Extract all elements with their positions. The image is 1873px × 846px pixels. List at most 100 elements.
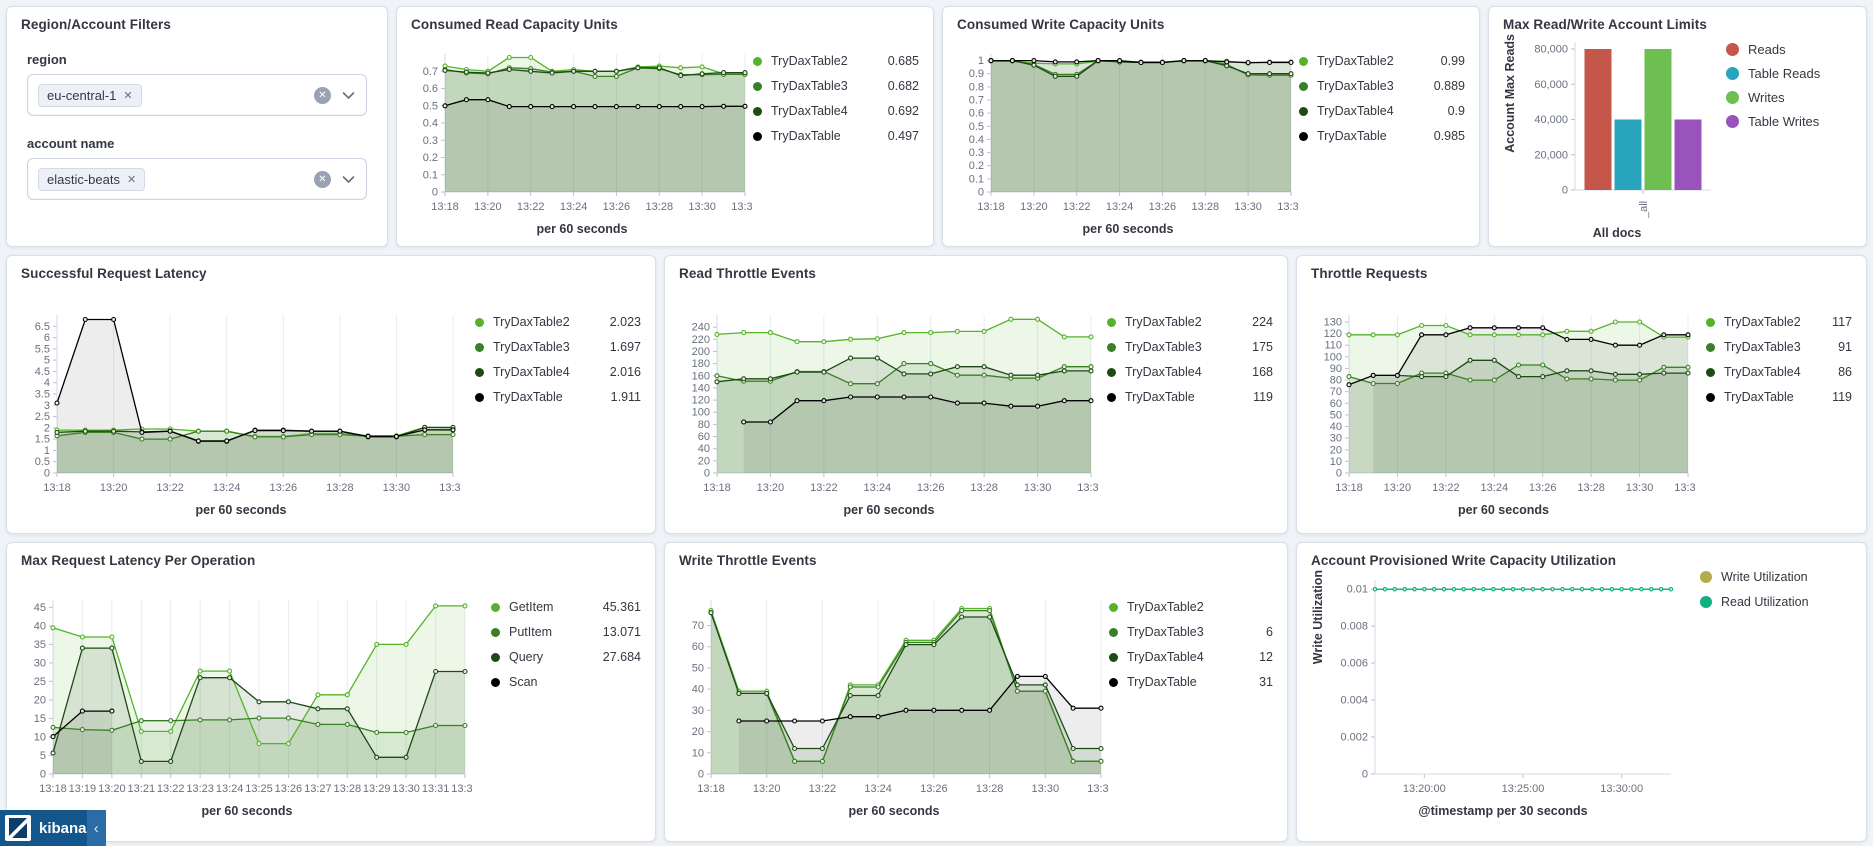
legend-item[interactable]: TryDaxTable 0.497	[753, 129, 919, 143]
svg-text:4.5: 4.5	[35, 366, 50, 378]
y-axis-label: Write Utilization	[1311, 570, 1325, 665]
panel-consumed-write-capacity: Consumed Write Capacity Units 13:18 13:20…	[942, 6, 1480, 247]
svg-text:0.3: 0.3	[423, 135, 438, 147]
legend-item[interactable]: TryDaxTable4 12	[1109, 650, 1273, 664]
legend-item[interactable]: TryDaxTable3 6	[1109, 625, 1273, 639]
chevron-down-icon[interactable]	[341, 88, 356, 103]
legend-item[interactable]: TryDaxTable2	[1109, 600, 1273, 614]
chevron-down-icon[interactable]	[341, 172, 356, 187]
svg-text:2: 2	[44, 422, 50, 434]
svg-text:6.5: 6.5	[35, 321, 50, 333]
svg-text:90: 90	[1330, 363, 1342, 375]
svg-text:30: 30	[34, 657, 46, 669]
svg-text:4: 4	[44, 377, 50, 389]
legend-item[interactable]: TryDaxTable2 0.685	[753, 54, 919, 68]
svg-text:13:29: 13:29	[363, 783, 391, 795]
legend-dot	[1107, 317, 1116, 327]
legend-item[interactable]: TryDaxTable3 0.889	[1299, 79, 1465, 93]
svg-text:13:20: 13:20	[98, 783, 126, 795]
legend-item[interactable]: GetItem 45.361	[491, 600, 641, 614]
panel-max-request-latency-per-operation: Max Request Latency Per Operation 13:18 1…	[6, 542, 656, 842]
throttle-requests-chart[interactable]: 13:18 13:20 13:22 13:24 13:26 13:28 13:30 13:32…	[1311, 305, 1702, 497]
svg-text:13:23: 13:23	[186, 783, 214, 795]
legend-item[interactable]: TryDaxTable3 1.697	[475, 340, 641, 354]
svg-text:13:28: 13:28	[1577, 482, 1605, 494]
legend-item[interactable]: Scan	[491, 675, 641, 689]
read-capacity-chart[interactable]: 13:18 13:20 13:22 13:24 13:26 13:28 13:30 13:32…	[411, 44, 759, 216]
svg-text:1: 1	[44, 445, 50, 457]
legend-item[interactable]: TryDaxTable3 175	[1107, 340, 1273, 354]
collapse-nav-icon[interactable]: ‹	[86, 810, 106, 846]
svg-text:13:20: 13:20	[753, 783, 781, 795]
svg-text:40,000: 40,000	[1534, 114, 1568, 126]
account-pill[interactable]: elastic-beats ✕	[38, 167, 146, 191]
read-throttle-chart[interactable]: 13:18 13:20 13:22 13:24 13:26 13:28 13:30 13:32…	[679, 305, 1105, 497]
legend-item[interactable]: TryDaxTable4 2.016	[475, 365, 641, 379]
legend-dot	[1299, 106, 1308, 116]
request-latency-chart[interactable]: 13:18 13:20 13:22 13:24 13:26 13:28 13:30 13:32…	[21, 305, 467, 497]
svg-text:0.1: 0.1	[423, 169, 438, 181]
legend-item[interactable]: Table Writes	[1726, 114, 1852, 129]
legend-item[interactable]: TryDaxTable4 0.692	[753, 104, 919, 118]
legend-item[interactable]: TryDaxTable4 86	[1706, 365, 1852, 379]
legend-item[interactable]: TryDaxTable3 91	[1706, 340, 1852, 354]
legend-item[interactable]: Write Utilization	[1700, 570, 1852, 584]
remove-account-icon[interactable]: ✕	[126, 173, 137, 186]
legend-item[interactable]: TryDaxTable2 117	[1706, 315, 1852, 329]
legend-item[interactable]: TryDaxTable2 224	[1107, 315, 1273, 329]
legend-dot	[1109, 627, 1118, 637]
svg-text:80: 80	[1330, 375, 1342, 387]
svg-text:13:27: 13:27	[304, 783, 332, 795]
region-pill[interactable]: eu-central-1 ✕	[38, 83, 142, 107]
panel-read-throttle-events: Read Throttle Events 13:18 13:20 13:22 13:2…	[664, 255, 1288, 534]
svg-text:13:24: 13:24	[216, 783, 244, 795]
panel-title: Read Throttle Events	[679, 266, 817, 281]
write-capacity-chart[interactable]: 13:18 13:20 13:22 13:24 13:26 13:28 13:30 13:32…	[957, 44, 1305, 216]
legend-item[interactable]: Writes	[1726, 90, 1852, 105]
svg-text:13:32: 13:32	[731, 201, 753, 213]
svg-text:0.01: 0.01	[1347, 584, 1368, 596]
chart-legend: TryDaxTable2 2.023 TryDaxTable3 1.697 TryDax…	[475, 315, 641, 415]
legend-item[interactable]: TryDaxTable2 0.99	[1299, 54, 1465, 68]
write-throttle-chart[interactable]: 13:18 13:20 13:22 13:24 13:26 13:28 13:30 13:32…	[679, 590, 1115, 798]
legend-item[interactable]: TryDaxTable4 0.9	[1299, 104, 1465, 118]
svg-text:0.3: 0.3	[969, 147, 984, 159]
panel-throttle-requests: Throttle Requests 13:18 13:20 13:22 13:24 13…	[1296, 255, 1867, 534]
legend-item[interactable]: Query 27.684	[491, 650, 641, 664]
legend-item[interactable]: TryDaxTable 31	[1109, 675, 1273, 689]
svg-text:13:31: 13:31	[422, 783, 450, 795]
svg-text:0.6: 0.6	[423, 83, 438, 95]
legend-item[interactable]: TryDaxTable 119	[1706, 390, 1852, 404]
legend-item[interactable]: TryDaxTable4 168	[1107, 365, 1273, 379]
remove-region-icon[interactable]: ✕	[123, 89, 133, 102]
legend-item[interactable]: TryDaxTable3 0.682	[753, 79, 919, 93]
legend-dot	[1109, 602, 1118, 612]
account-name-select[interactable]: elastic-beats ✕ ✕	[27, 158, 367, 200]
legend-item[interactable]: Read Utilization	[1700, 595, 1852, 609]
legend-item[interactable]: Table Reads	[1726, 66, 1852, 81]
max-latency-chart[interactable]: 13:18 13:19 13:20 13:21 13:22 13:23 13:24 13:25…	[21, 590, 479, 798]
legend-item[interactable]: Reads	[1726, 42, 1852, 57]
legend-dot	[475, 317, 484, 327]
clear-account-icon[interactable]: ✕	[314, 170, 331, 188]
svg-text:0: 0	[1562, 185, 1568, 197]
legend-item[interactable]: TryDaxTable 1.911	[475, 390, 641, 404]
svg-text:13:22: 13:22	[517, 201, 545, 213]
chart-caption: per 60 seconds	[1457, 503, 1549, 517]
kibana-nav-bar: kibana ‹	[0, 810, 106, 846]
svg-text:13:20: 13:20	[1020, 201, 1048, 213]
legend-item[interactable]: TryDaxTable 119	[1107, 390, 1273, 404]
panel-max-account-limits: Max Read/Write Account Limits Account Ma…	[1488, 6, 1867, 247]
account-limits-chart[interactable]: 0 20,000 40,000 60,000 80,000 _all	[1519, 34, 1715, 220]
utilization-chart[interactable]: 13:20:00 13:25:00 13:30:00 0 0.002 0.004 0.006…	[1327, 570, 1679, 798]
legend-item[interactable]: PutItem 13.071	[491, 625, 641, 639]
clear-region-icon[interactable]: ✕	[314, 86, 331, 104]
legend-item[interactable]: TryDaxTable2 2.023	[475, 315, 641, 329]
legend-item[interactable]: TryDaxTable 0.985	[1299, 129, 1465, 143]
svg-text:0.8: 0.8	[969, 81, 984, 93]
region-select[interactable]: eu-central-1 ✕ ✕	[27, 74, 367, 116]
svg-text:13:24: 13:24	[560, 201, 588, 213]
svg-text:10: 10	[692, 747, 704, 759]
legend-dot	[1299, 81, 1308, 91]
legend-dot	[753, 106, 762, 116]
